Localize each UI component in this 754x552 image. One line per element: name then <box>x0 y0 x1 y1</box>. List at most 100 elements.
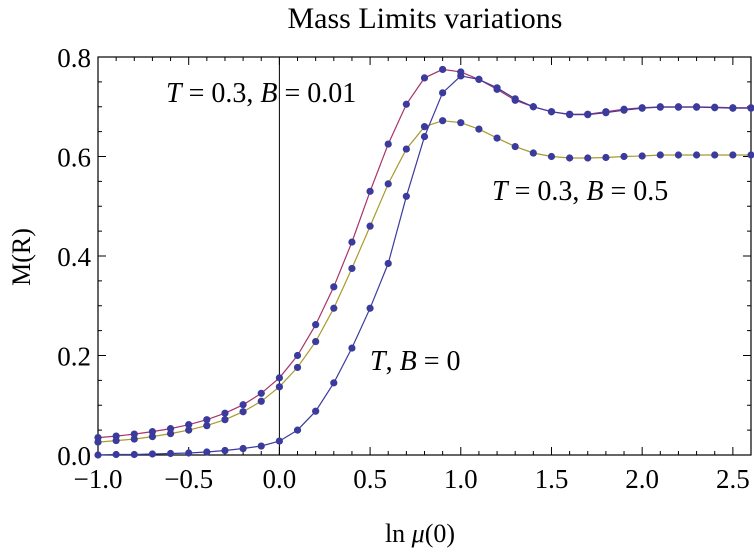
data-point-s0 <box>293 351 302 360</box>
data-point-s0 <box>384 140 392 148</box>
plot-area: −1.0 −0.5 0.0 0.5 1.0 1.5 2.0 2.5 0.0 0.2 0.4 0.6 0.… <box>57 43 754 494</box>
data-point-s1 <box>493 134 501 142</box>
data-point-s0 <box>275 374 283 382</box>
data-point-s1 <box>366 222 374 230</box>
data-point-s1 <box>457 119 465 127</box>
data-point-s1 <box>312 337 320 346</box>
data-point-s0 <box>257 389 265 397</box>
data-point-s1 <box>130 435 138 443</box>
data-point-s1 <box>275 383 283 391</box>
data-point-s2 <box>566 111 574 119</box>
data-point-s0 <box>439 65 447 74</box>
data-point-s1 <box>384 180 392 188</box>
series-label-b05-t: T <box>492 176 510 207</box>
series-label-b0-end: = 0 <box>417 346 461 377</box>
data-point-s2 <box>656 103 664 111</box>
y-tick-label: 0.2 <box>57 342 91 372</box>
x-tick-label: −0.5 <box>164 464 213 494</box>
data-point-s2 <box>203 448 211 456</box>
series-label-b05-b: B <box>586 176 603 207</box>
data-point-s1 <box>729 151 737 159</box>
series-label-b001-b: B <box>260 78 277 109</box>
data-point-s0 <box>203 416 211 424</box>
series-label-b0-t: T <box>370 346 388 377</box>
data-point-s2 <box>420 133 429 141</box>
x-tick-label: 2.0 <box>625 464 659 494</box>
series-label-b0: T, B = 0 <box>370 346 460 377</box>
data-point-s1 <box>94 438 102 446</box>
data-point-s2 <box>112 450 120 459</box>
data-point-s2 <box>275 437 283 445</box>
y-tick-label: 0.0 <box>57 441 91 471</box>
data-point-s1 <box>402 145 410 153</box>
data-point-s1 <box>620 152 628 161</box>
y-tick-label: 0.6 <box>57 143 91 173</box>
data-point-s0 <box>348 238 356 246</box>
series-label-b05: T = 0.3, B = 0.5 <box>492 176 668 207</box>
x-tick-label: 0.5 <box>353 464 387 494</box>
data-point-s1 <box>239 408 247 416</box>
data-point-s2 <box>475 75 483 83</box>
data-point-s1 <box>566 154 574 162</box>
data-point-s2 <box>711 104 719 112</box>
series-label-b001-end: = 0.01 <box>277 78 356 109</box>
plot-frame <box>97 56 752 456</box>
data-point-s2 <box>330 379 338 387</box>
data-point-s1 <box>185 426 193 434</box>
x-tick-label: 0.0 <box>263 464 297 494</box>
series-label-b0-b: B <box>400 346 417 377</box>
data-point-s1 <box>511 142 519 151</box>
y-tick-label: 0.4 <box>57 242 91 272</box>
x-axis-label-prefix: ln <box>385 519 412 548</box>
data-point-s2 <box>620 106 628 114</box>
data-point-s0 <box>130 430 138 438</box>
series-label-b05-mid: = 0.3, <box>508 176 587 207</box>
data-point-s2 <box>674 103 683 111</box>
data-point-s0 <box>166 425 175 433</box>
data-point-s1 <box>293 363 302 372</box>
data-point-s2 <box>638 104 646 112</box>
data-point-s2 <box>584 111 592 119</box>
data-point-s0 <box>239 401 247 409</box>
series-label-b001-t: T <box>166 78 184 109</box>
data-point-s0 <box>312 321 320 329</box>
series-label-b001: T = 0.3, B = 0.01 <box>166 78 356 109</box>
data-point-s1 <box>475 125 483 133</box>
data-point-s2 <box>402 192 410 200</box>
data-point-s1 <box>674 151 683 159</box>
data-point-s1 <box>547 152 556 161</box>
data-point-s1 <box>747 151 754 159</box>
series-label-b001-mid: = 0.3, <box>182 78 261 109</box>
data-point-s1 <box>711 151 719 159</box>
data-point-s2 <box>312 407 320 415</box>
data-point-s2 <box>94 451 102 459</box>
data-point-s0 <box>420 74 429 82</box>
data-point-s1 <box>439 117 447 125</box>
data-point-s2 <box>457 72 465 80</box>
data-point-s1 <box>166 430 175 438</box>
data-point-s2 <box>729 104 737 112</box>
data-point-s2 <box>366 304 374 312</box>
data-point-s1 <box>148 432 157 441</box>
x-tick-label: −1.0 <box>74 464 123 494</box>
x-axis-label: ln μ(0) <box>385 519 455 548</box>
series-label-b05-end: = 0.5 <box>603 176 668 207</box>
data-point-s2 <box>130 450 138 459</box>
data-point-s0 <box>330 283 338 291</box>
data-point-s2 <box>148 450 157 458</box>
data-point-s2 <box>747 104 754 112</box>
data-point-s2 <box>692 103 701 111</box>
data-point-s2 <box>529 103 537 111</box>
y-tick-label: 0.8 <box>57 43 91 73</box>
data-point-s2 <box>348 344 356 352</box>
data-point-s0 <box>366 187 374 195</box>
data-point-s1 <box>420 123 429 131</box>
data-point-s2 <box>439 89 447 97</box>
data-point-s2 <box>257 442 265 450</box>
data-point-s0 <box>221 409 229 417</box>
chart-title: Mass Limits variations <box>288 2 563 35</box>
x-axis-label-symbol: μ <box>411 519 425 548</box>
data-point-s1 <box>257 397 265 405</box>
data-point-s0 <box>402 100 410 108</box>
data-point-s2 <box>239 444 247 453</box>
